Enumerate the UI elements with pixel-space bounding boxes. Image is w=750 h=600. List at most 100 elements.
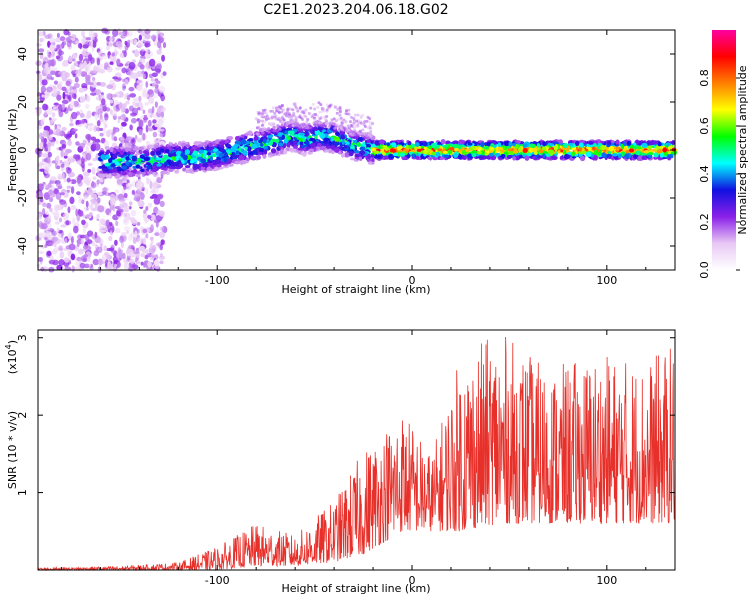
spectrogram-cell <box>131 189 136 195</box>
spectrogram-cell <box>345 141 350 145</box>
spectrogram-cell <box>38 192 44 198</box>
spectrogram-cell <box>55 128 62 137</box>
spectrogram-cell <box>171 143 176 148</box>
spectrogram-cell <box>293 148 297 153</box>
spectrogram-cell <box>78 53 84 62</box>
spectrogram-cell <box>67 140 72 147</box>
spectrogram-cell <box>174 169 180 174</box>
spectrogram-cell <box>150 239 154 244</box>
spectrogram-cell <box>259 143 264 147</box>
spectrogram-cell <box>147 171 153 175</box>
spectrogram-cell <box>140 253 146 258</box>
spectrogram-cell <box>145 81 149 88</box>
spectrogram-cell <box>657 141 662 147</box>
spectrogram-cell <box>548 149 555 155</box>
spectrogram-cell <box>106 66 113 73</box>
spectrogram-cell <box>131 155 137 160</box>
spectrogram-cell <box>191 146 198 150</box>
spectrogram-cell <box>161 54 166 62</box>
spectrogram-cell <box>216 163 222 168</box>
spectrogram-cell <box>101 254 106 261</box>
spectrogram-cell <box>636 140 640 145</box>
spectrogram-cell <box>251 143 258 149</box>
spectrogram-cell <box>653 152 659 158</box>
spectrogram-cell <box>70 66 76 71</box>
spectrogram-cell <box>60 188 67 193</box>
spectrogram-cell <box>118 103 126 110</box>
spectrogram-cell <box>90 70 98 74</box>
spectrogram-cell <box>45 184 53 189</box>
spectrogram-cell <box>63 133 70 139</box>
spectrogram-cell <box>168 168 174 172</box>
spectrogram-cell <box>138 48 146 52</box>
spectrogram-cell <box>76 123 84 128</box>
spectrogram-cell <box>550 155 557 160</box>
spectrogram-cell <box>338 113 342 117</box>
spectrogram-cell <box>126 229 130 235</box>
spectrogram-cell <box>48 242 54 247</box>
spectrogram-cell <box>69 158 76 163</box>
spectrogram-cell <box>607 140 612 146</box>
spectrogram-cell <box>149 181 153 189</box>
spectrogram-cell <box>57 185 63 190</box>
spectrogram-cell <box>159 260 164 265</box>
spectrogram-cell <box>84 233 88 242</box>
spectrogram-cell <box>471 152 477 158</box>
spectrogram-y-tick-label: 40 <box>16 47 29 61</box>
spectrogram-cell <box>87 162 93 167</box>
spectrogram-cell <box>558 139 563 145</box>
spectrogram-cell <box>362 141 366 147</box>
spectrogram-cell <box>626 141 632 146</box>
spectrogram-cell <box>66 185 72 189</box>
spectrogram-cell <box>108 212 112 217</box>
spectrogram-cell <box>44 62 49 69</box>
spectrogram-cell <box>313 127 319 131</box>
spectrogram-cell <box>133 38 138 45</box>
spectrogram-cell <box>189 168 193 174</box>
spectrogram-cell <box>49 207 53 213</box>
spectrogram-cell <box>349 115 353 119</box>
spectrogram-cell <box>363 119 367 123</box>
spectrogram-cell <box>37 200 41 206</box>
spectrogram-cell <box>579 155 586 162</box>
spectrogram-cell <box>58 233 62 238</box>
spectrogram-cell <box>48 189 54 196</box>
spectrogram-cell <box>319 103 323 107</box>
spectrogram-cell <box>328 122 332 126</box>
spectrogram-cell <box>330 118 334 122</box>
spectrogram-cell <box>83 171 90 177</box>
spectrogram-cell <box>41 94 45 98</box>
spectrogram-cell <box>252 149 258 155</box>
spectrogram-cell <box>52 86 58 95</box>
spectrogram-cell <box>99 178 104 183</box>
spectrogram-cell <box>443 144 448 148</box>
spectrogram-cell <box>65 72 70 78</box>
spectrogram-cell <box>437 141 442 145</box>
spectrogram-cell <box>54 123 58 130</box>
snr-y-tick-label: 3 <box>16 334 29 341</box>
spectrogram-cell <box>325 115 329 119</box>
spectrogram-cell <box>133 97 140 102</box>
spectrogram-cell <box>235 135 240 141</box>
spectrogram-cell <box>145 48 151 54</box>
spectrogram-cell <box>262 138 267 144</box>
spectrogram-cell <box>157 194 163 200</box>
spectrogram-cell <box>99 218 106 225</box>
spectrogram-cell <box>279 149 284 155</box>
spectrogram-cell <box>147 112 151 117</box>
spectrogram-cell <box>96 120 101 127</box>
spectrogram-cell <box>159 253 163 258</box>
spectrogram-cell <box>319 123 323 127</box>
spectrogram-cell <box>384 147 389 151</box>
spectrogram-cell <box>388 153 395 159</box>
spectrogram-cell <box>337 117 341 121</box>
spectrogram-cell <box>490 143 495 148</box>
spectrogram-cell <box>585 151 592 157</box>
spectrogram-cell <box>113 260 119 264</box>
spectrogram-cell <box>538 148 544 154</box>
spectrogram-cell <box>316 123 320 127</box>
spectrogram-cell <box>61 143 67 149</box>
spectrogram-cell <box>154 87 160 94</box>
spectrogram-cell <box>162 71 167 76</box>
spectrogram-cell <box>141 173 146 177</box>
